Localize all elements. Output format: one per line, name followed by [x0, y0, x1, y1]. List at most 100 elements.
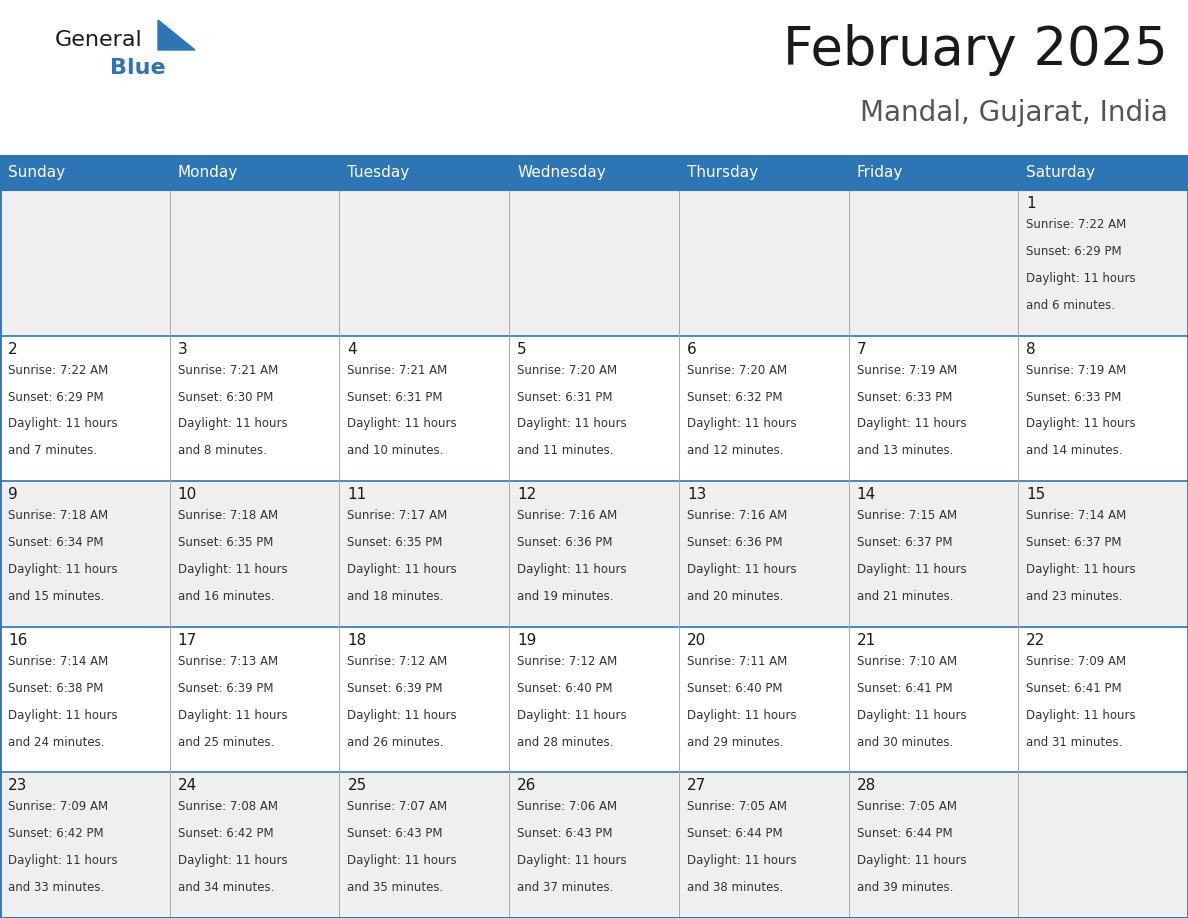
- Text: Sunset: 6:44 PM: Sunset: 6:44 PM: [857, 827, 953, 840]
- Text: 1: 1: [1026, 196, 1036, 211]
- Text: and 16 minutes.: and 16 minutes.: [178, 590, 274, 603]
- Text: Sunrise: 7:22 AM: Sunrise: 7:22 AM: [8, 364, 108, 376]
- Text: Sunrise: 7:05 AM: Sunrise: 7:05 AM: [857, 800, 956, 813]
- Text: 15: 15: [1026, 487, 1045, 502]
- Text: and 34 minutes.: and 34 minutes.: [178, 881, 274, 894]
- Text: Sunset: 6:34 PM: Sunset: 6:34 PM: [8, 536, 103, 549]
- Text: 17: 17: [178, 633, 197, 648]
- Text: Sunset: 6:33 PM: Sunset: 6:33 PM: [1026, 390, 1121, 404]
- Text: Sunset: 6:42 PM: Sunset: 6:42 PM: [8, 827, 103, 840]
- Text: and 23 minutes.: and 23 minutes.: [1026, 590, 1123, 603]
- Text: Sunset: 6:36 PM: Sunset: 6:36 PM: [687, 536, 783, 549]
- Text: General: General: [55, 30, 143, 50]
- Text: and 7 minutes.: and 7 minutes.: [8, 444, 97, 457]
- Text: Sunset: 6:41 PM: Sunset: 6:41 PM: [1026, 682, 1121, 695]
- Text: Sunset: 6:31 PM: Sunset: 6:31 PM: [517, 390, 613, 404]
- Text: and 28 minutes.: and 28 minutes.: [517, 735, 613, 748]
- Text: Sunset: 6:32 PM: Sunset: 6:32 PM: [687, 390, 783, 404]
- Bar: [0, 772, 1188, 918]
- Text: 16: 16: [8, 633, 27, 648]
- Text: 26: 26: [517, 778, 537, 793]
- Text: Sunrise: 7:15 AM: Sunrise: 7:15 AM: [857, 509, 956, 522]
- Text: Sunrise: 7:14 AM: Sunrise: 7:14 AM: [1026, 509, 1126, 522]
- Text: Saturday: Saturday: [1026, 165, 1095, 180]
- Text: 7: 7: [857, 341, 866, 356]
- Text: 27: 27: [687, 778, 706, 793]
- Text: and 30 minutes.: and 30 minutes.: [857, 735, 953, 748]
- Text: Daylight: 11 hours: Daylight: 11 hours: [8, 855, 118, 868]
- Text: Mandal, Gujarat, India: Mandal, Gujarat, India: [860, 99, 1168, 127]
- Text: 4: 4: [347, 341, 358, 356]
- Text: Daylight: 11 hours: Daylight: 11 hours: [857, 418, 966, 431]
- Text: 2: 2: [8, 341, 18, 356]
- Text: and 8 minutes.: and 8 minutes.: [178, 444, 266, 457]
- Text: Sunset: 6:39 PM: Sunset: 6:39 PM: [347, 682, 443, 695]
- Text: Sunrise: 7:10 AM: Sunrise: 7:10 AM: [857, 655, 956, 667]
- Text: and 19 minutes.: and 19 minutes.: [517, 590, 614, 603]
- Text: Daylight: 11 hours: Daylight: 11 hours: [1026, 272, 1136, 285]
- Text: Sunrise: 7:14 AM: Sunrise: 7:14 AM: [8, 655, 108, 667]
- Text: Daylight: 11 hours: Daylight: 11 hours: [687, 418, 796, 431]
- Text: and 35 minutes.: and 35 minutes.: [347, 881, 443, 894]
- Text: Sunrise: 7:16 AM: Sunrise: 7:16 AM: [687, 509, 788, 522]
- Text: Daylight: 11 hours: Daylight: 11 hours: [347, 709, 457, 722]
- Text: 28: 28: [857, 778, 876, 793]
- Text: and 18 minutes.: and 18 minutes.: [347, 590, 444, 603]
- Text: Sunset: 6:36 PM: Sunset: 6:36 PM: [517, 536, 613, 549]
- Text: 12: 12: [517, 487, 537, 502]
- Text: 11: 11: [347, 487, 367, 502]
- Polygon shape: [158, 20, 195, 50]
- Text: 18: 18: [347, 633, 367, 648]
- Text: Sunrise: 7:09 AM: Sunrise: 7:09 AM: [8, 800, 108, 813]
- Bar: [0, 155, 1188, 190]
- Text: Daylight: 11 hours: Daylight: 11 hours: [687, 709, 796, 722]
- Text: and 25 minutes.: and 25 minutes.: [178, 735, 274, 748]
- Text: Sunrise: 7:13 AM: Sunrise: 7:13 AM: [178, 655, 278, 667]
- Text: Sunset: 6:39 PM: Sunset: 6:39 PM: [178, 682, 273, 695]
- Text: Sunset: 6:37 PM: Sunset: 6:37 PM: [1026, 536, 1121, 549]
- Text: Sunrise: 7:09 AM: Sunrise: 7:09 AM: [1026, 655, 1126, 667]
- Text: Daylight: 11 hours: Daylight: 11 hours: [8, 709, 118, 722]
- Text: 20: 20: [687, 633, 706, 648]
- Text: 3: 3: [178, 341, 188, 356]
- Text: Sunrise: 7:19 AM: Sunrise: 7:19 AM: [1026, 364, 1126, 376]
- Text: Sunrise: 7:16 AM: Sunrise: 7:16 AM: [517, 509, 618, 522]
- Text: Daylight: 11 hours: Daylight: 11 hours: [178, 709, 287, 722]
- Text: and 21 minutes.: and 21 minutes.: [857, 590, 953, 603]
- Text: Daylight: 11 hours: Daylight: 11 hours: [687, 563, 796, 577]
- Text: Sunset: 6:44 PM: Sunset: 6:44 PM: [687, 827, 783, 840]
- Text: and 24 minutes.: and 24 minutes.: [8, 735, 105, 748]
- Text: Daylight: 11 hours: Daylight: 11 hours: [347, 563, 457, 577]
- Text: Sunset: 6:43 PM: Sunset: 6:43 PM: [347, 827, 443, 840]
- Text: Daylight: 11 hours: Daylight: 11 hours: [178, 855, 287, 868]
- Bar: [0, 336, 1188, 481]
- Text: Daylight: 11 hours: Daylight: 11 hours: [517, 418, 627, 431]
- Text: Sunset: 6:40 PM: Sunset: 6:40 PM: [517, 682, 613, 695]
- Text: Sunrise: 7:20 AM: Sunrise: 7:20 AM: [517, 364, 618, 376]
- Text: Sunset: 6:42 PM: Sunset: 6:42 PM: [178, 827, 273, 840]
- Text: Friday: Friday: [857, 165, 903, 180]
- Text: and 15 minutes.: and 15 minutes.: [8, 590, 105, 603]
- Text: Sunrise: 7:12 AM: Sunrise: 7:12 AM: [517, 655, 618, 667]
- Text: Daylight: 11 hours: Daylight: 11 hours: [347, 855, 457, 868]
- Text: Sunrise: 7:08 AM: Sunrise: 7:08 AM: [178, 800, 278, 813]
- Text: Sunrise: 7:19 AM: Sunrise: 7:19 AM: [857, 364, 956, 376]
- Text: Sunrise: 7:20 AM: Sunrise: 7:20 AM: [687, 364, 786, 376]
- Text: and 6 minutes.: and 6 minutes.: [1026, 298, 1116, 312]
- Text: and 11 minutes.: and 11 minutes.: [517, 444, 614, 457]
- Text: Sunrise: 7:17 AM: Sunrise: 7:17 AM: [347, 509, 448, 522]
- Text: and 39 minutes.: and 39 minutes.: [857, 881, 953, 894]
- Text: Daylight: 11 hours: Daylight: 11 hours: [517, 563, 627, 577]
- Text: Sunset: 6:40 PM: Sunset: 6:40 PM: [687, 682, 783, 695]
- Text: 13: 13: [687, 487, 706, 502]
- Text: Sunset: 6:43 PM: Sunset: 6:43 PM: [517, 827, 613, 840]
- Text: Sunday: Sunday: [8, 165, 65, 180]
- Text: 24: 24: [178, 778, 197, 793]
- Text: Daylight: 11 hours: Daylight: 11 hours: [8, 563, 118, 577]
- Text: and 10 minutes.: and 10 minutes.: [347, 444, 444, 457]
- Text: Sunrise: 7:05 AM: Sunrise: 7:05 AM: [687, 800, 786, 813]
- Text: and 13 minutes.: and 13 minutes.: [857, 444, 953, 457]
- Text: Sunset: 6:29 PM: Sunset: 6:29 PM: [1026, 245, 1121, 258]
- Text: February 2025: February 2025: [783, 24, 1168, 76]
- Bar: [0, 481, 1188, 627]
